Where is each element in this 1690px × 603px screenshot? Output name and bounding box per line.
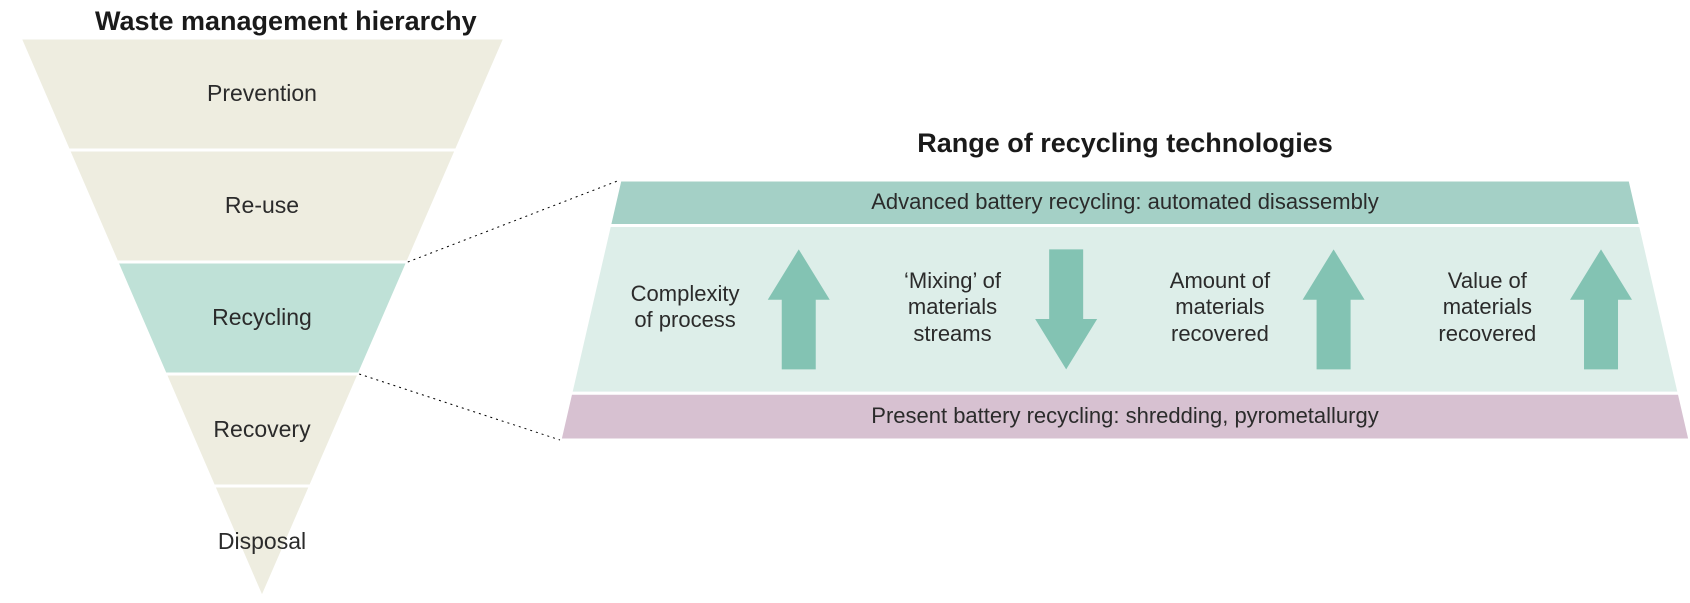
trapezoid-top-label: Advanced battery recycling: automated di… — [625, 189, 1625, 215]
metric-label: Value ofmaterialsrecovered — [1414, 268, 1561, 347]
diagram-stage: Waste management hierarchy Range of recy… — [0, 0, 1690, 603]
metric-label: Amount ofmaterialsrecovered — [1146, 268, 1293, 347]
title-left: Waste management hierarchy — [95, 6, 477, 37]
title-right: Range of recycling technologies — [580, 128, 1670, 159]
metric-label: Complexityof process — [612, 281, 759, 334]
metric-label: ‘Mixing’ ofmaterialsstreams — [879, 268, 1026, 347]
trapezoid-bottom-label: Present battery recycling: shredding, py… — [625, 403, 1625, 429]
